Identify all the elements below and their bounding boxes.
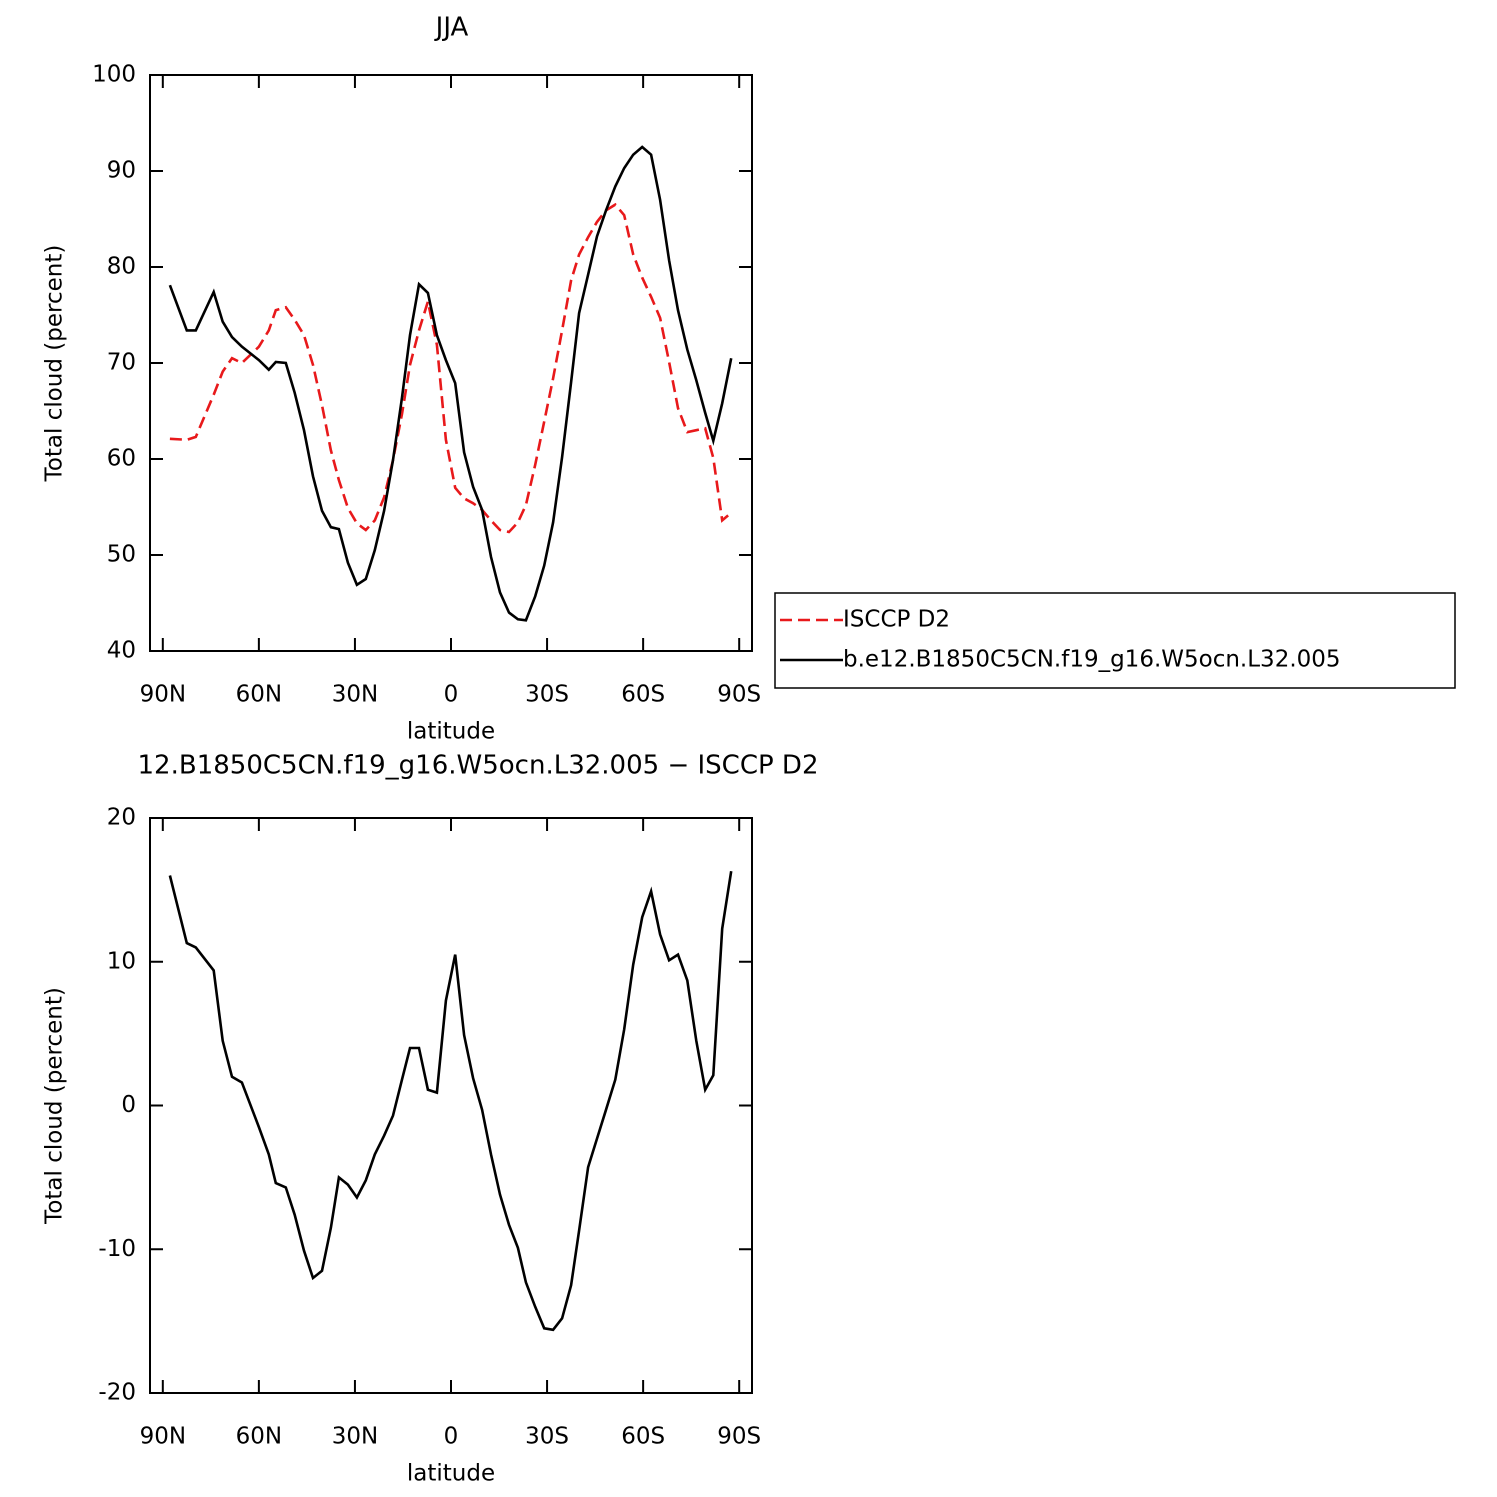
legend-box: [774, 592, 1456, 689]
x-tick-label: 0: [444, 1424, 459, 1450]
x-tick-label: 90S: [717, 1424, 761, 1450]
x-tick-label: 90N: [140, 1424, 186, 1450]
y-tick-label: 70: [107, 350, 136, 376]
x-tick-label: 60S: [621, 1424, 665, 1450]
y-tick-label: 50: [107, 542, 136, 568]
y-tick-label: 0: [121, 1092, 136, 1118]
legend-label: ISCCP D2: [843, 607, 950, 633]
x-axis-label: latitude: [407, 1461, 495, 1487]
y-axis-label: Total cloud (percent): [42, 245, 68, 483]
legend-label: b.e12.B1850C5CN.f19_g16.W5ocn.L32.005: [843, 647, 1341, 673]
x-tick-label: 30S: [525, 682, 569, 708]
x-tick-label: 90S: [717, 682, 761, 708]
x-tick-label: 30N: [332, 682, 378, 708]
x-axis-label: latitude: [407, 719, 495, 745]
y-tick-label: 20: [107, 805, 136, 831]
y-tick-label: 90: [107, 158, 136, 184]
y-tick-label: 40: [107, 638, 136, 664]
x-tick-label: 90N: [140, 682, 186, 708]
series-line: [168, 145, 733, 622]
x-tick-label: 60N: [236, 1424, 282, 1450]
y-tick-label: -20: [98, 1380, 136, 1406]
y-tick-label: 80: [107, 254, 136, 280]
series-line: [169, 202, 733, 534]
y-tick-label: 100: [92, 62, 136, 88]
y-tick-label: 60: [107, 446, 136, 472]
x-tick-label: 30N: [332, 1424, 378, 1450]
chart-title: 12.B1850C5CN.f19_g16.W5ocn.L32.005 − ISC…: [138, 751, 819, 781]
x-tick-label: 60N: [236, 682, 282, 708]
y-tick-label: -10: [98, 1236, 136, 1262]
chart-title: JJA: [434, 13, 469, 43]
plot-frame: [149, 74, 753, 652]
y-axis-label: Total cloud (percent): [42, 987, 68, 1225]
x-tick-label: 60S: [621, 682, 665, 708]
plot-frame: [149, 817, 753, 1394]
y-tick-label: 10: [107, 948, 136, 974]
series-line: [168, 870, 733, 1332]
x-tick-label: 0: [444, 682, 459, 708]
x-tick-label: 30S: [525, 1424, 569, 1450]
